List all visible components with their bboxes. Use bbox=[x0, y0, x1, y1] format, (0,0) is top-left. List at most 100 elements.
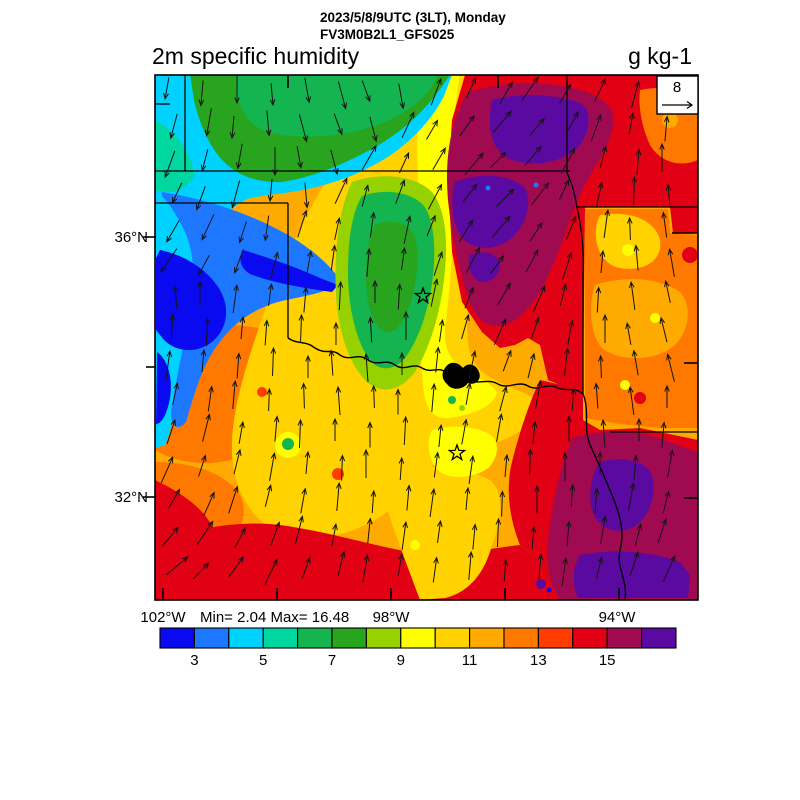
wind-vector bbox=[630, 80, 640, 109]
region-cyan-northwest bbox=[155, 75, 452, 448]
wind-vector bbox=[600, 418, 607, 449]
wind-vector bbox=[160, 456, 174, 484]
region-green-dot-west bbox=[282, 438, 294, 450]
wind-vector bbox=[496, 412, 504, 442]
wind-vector bbox=[270, 346, 277, 377]
wind-vector bbox=[562, 251, 573, 280]
wind-vector bbox=[366, 517, 373, 544]
wind-vector bbox=[499, 490, 506, 517]
wind-vector bbox=[403, 310, 409, 340]
region-red-speck bbox=[257, 387, 267, 397]
lon-tick-label: 94°W bbox=[599, 609, 637, 626]
wind-vector bbox=[636, 417, 642, 441]
wind-vector bbox=[662, 490, 671, 513]
wind-vector bbox=[502, 349, 512, 372]
wind-vector bbox=[302, 286, 309, 313]
wind-vector bbox=[362, 553, 370, 583]
wind-vector bbox=[400, 246, 407, 270]
wind-vector bbox=[204, 316, 211, 347]
region-yellow-speck bbox=[622, 244, 634, 256]
wind-vector bbox=[403, 215, 412, 244]
wind-vector bbox=[398, 83, 405, 110]
wind-vector bbox=[169, 113, 178, 140]
wind-vector bbox=[632, 454, 639, 481]
wind-vector bbox=[464, 152, 484, 176]
wind-vector bbox=[397, 552, 404, 576]
wind-vector bbox=[663, 115, 670, 142]
wind-vector bbox=[632, 349, 639, 376]
datetime-title: 2023/5/8/9UTC (3LT), Monday bbox=[320, 10, 506, 25]
wind-vector bbox=[296, 146, 303, 170]
wind-vector bbox=[437, 423, 444, 447]
wind-vector bbox=[600, 514, 608, 544]
reference-vector-arrow-icon bbox=[662, 101, 694, 109]
wind-vector bbox=[198, 80, 205, 107]
region-yellow-speck bbox=[650, 313, 660, 323]
lake-texoma bbox=[442, 362, 480, 389]
wind-vector bbox=[300, 487, 307, 514]
colorbar-cell bbox=[537, 627, 574, 649]
region-blue-speck bbox=[533, 182, 539, 188]
minmax-stats: Min= 2.04 Max= 16.48 bbox=[200, 609, 349, 626]
wind-vector bbox=[401, 520, 408, 550]
wind-vector bbox=[405, 484, 412, 511]
wind-vector bbox=[200, 149, 209, 172]
region-kansas-light-green bbox=[235, 75, 438, 137]
wind-vector bbox=[491, 215, 511, 239]
wind-vector bbox=[171, 182, 183, 205]
wind-vector bbox=[628, 481, 636, 511]
wind-vector bbox=[202, 413, 211, 442]
wind-vector bbox=[164, 150, 176, 179]
wind-vector bbox=[196, 520, 214, 545]
wind-vector bbox=[499, 81, 513, 105]
wind-vector bbox=[233, 448, 242, 475]
wind-vector bbox=[335, 481, 342, 511]
wind-vector bbox=[371, 384, 377, 409]
wind-vector bbox=[367, 316, 374, 343]
wind-vector bbox=[566, 415, 572, 442]
wind-vector bbox=[625, 321, 632, 345]
wind-vector bbox=[598, 354, 604, 379]
colorbar-cell bbox=[434, 627, 471, 649]
wind-vector bbox=[495, 188, 515, 208]
wind-vector bbox=[497, 282, 511, 306]
wind-vector bbox=[537, 553, 544, 580]
reference-vector-value: 8 bbox=[673, 79, 681, 96]
region-yellow-band bbox=[417, 75, 497, 419]
wind-vector bbox=[236, 143, 243, 170]
wind-vector bbox=[429, 487, 436, 517]
wind-vector bbox=[264, 558, 278, 585]
wind-vector bbox=[168, 488, 181, 509]
wind-vector bbox=[298, 313, 305, 344]
wind-vector bbox=[270, 521, 281, 546]
city-markers bbox=[413, 286, 467, 462]
wind-vector bbox=[527, 448, 534, 475]
wind-vector bbox=[633, 244, 640, 271]
wind-vector bbox=[570, 387, 577, 412]
wind-vector bbox=[634, 523, 643, 546]
wind-vector bbox=[465, 381, 472, 405]
colorbar-cell bbox=[572, 627, 608, 649]
wind-vector bbox=[502, 558, 509, 583]
lon-tick-label: 98°W bbox=[373, 609, 411, 626]
wind-vector bbox=[331, 522, 338, 546]
wind-vector bbox=[432, 556, 439, 583]
wind-vector bbox=[234, 527, 246, 548]
wind-vector bbox=[665, 183, 672, 208]
wind-vector bbox=[433, 451, 440, 478]
wind-vector bbox=[165, 556, 189, 576]
wind-vector bbox=[660, 421, 667, 448]
wind-vector bbox=[558, 178, 570, 201]
wind-vector bbox=[627, 216, 633, 241]
wind-vector bbox=[372, 279, 378, 303]
wind-vector bbox=[234, 75, 240, 105]
wind-vector bbox=[333, 113, 343, 136]
wind-vector bbox=[524, 145, 542, 166]
colorbar-cell bbox=[365, 627, 402, 649]
wind-vector bbox=[304, 450, 311, 475]
wind-vector bbox=[369, 116, 378, 143]
wind-vector bbox=[438, 318, 445, 342]
colorbar-cell bbox=[262, 627, 299, 649]
wind-vector bbox=[165, 349, 172, 379]
